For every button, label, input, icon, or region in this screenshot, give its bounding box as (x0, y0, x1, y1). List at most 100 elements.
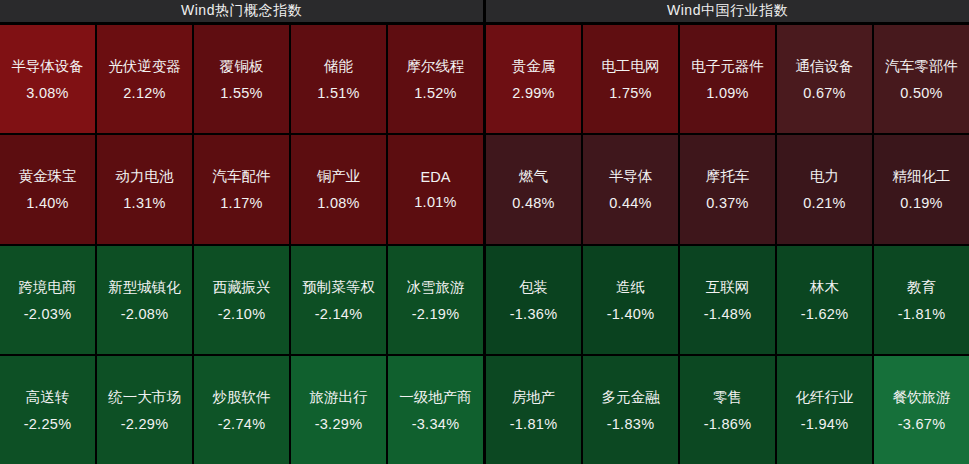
index-name: 西藏振兴 (213, 278, 271, 297)
index-name: 一级地产商 (399, 388, 472, 407)
heatmap-cell[interactable]: 餐饮旅游-3.67% (874, 356, 969, 464)
index-change: -2.14% (315, 306, 363, 322)
heatmap-cell[interactable]: 教育-1.81% (874, 246, 969, 354)
index-name: 铜产业 (317, 167, 361, 186)
heatmap-cell[interactable]: 电子元器件 1.09% (680, 25, 775, 133)
heatmap-cell[interactable]: 化纤行业-1.94% (777, 356, 872, 464)
index-name: 电子元器件 (691, 57, 764, 76)
index-name: 动力电池 (116, 167, 174, 186)
heatmap-cell[interactable]: 炒股软件 -2.74% (194, 356, 289, 464)
heatmap-cell[interactable]: 多元金融-1.83% (583, 356, 678, 464)
index-name: 化纤行业 (796, 388, 854, 407)
heatmap-cell[interactable]: 房地产 -1.81% (486, 356, 581, 464)
index-name: 高送转 (26, 388, 70, 407)
heatmap-cell[interactable]: 储能1.51% (291, 25, 386, 133)
heatmap-cell[interactable]: 冰雪旅游 -2.19% (388, 246, 483, 354)
index-name: 房地产 (512, 388, 556, 407)
index-change: 0.50% (900, 85, 943, 101)
panel-title-concept: Wind热门概念指数 (0, 0, 483, 22)
index-name: 包装 (519, 278, 548, 297)
heatmap-cell[interactable]: 覆铜板1.55% (194, 25, 289, 133)
heatmap-cell[interactable]: 燃气 0.48% (486, 135, 581, 243)
heatmap-cell[interactable]: 跨境电商-2.03% (0, 246, 95, 354)
index-change: -3.29% (315, 416, 363, 432)
index-name: 造纸 (616, 278, 645, 297)
heatmap-cell[interactable]: 预制菜等权-2.14% (291, 246, 386, 354)
index-name: 汽车配件 (213, 167, 271, 186)
heatmap-cell[interactable]: 新型城镇化 -2.08% (97, 246, 192, 354)
index-change: 1.52% (414, 85, 457, 101)
index-change: -1.86% (704, 416, 752, 432)
heatmap-cell[interactable]: 电工电网1.75% (583, 25, 678, 133)
index-name: 跨境电商 (19, 278, 77, 297)
heatmap-cell[interactable]: 西藏振兴 -2.10% (194, 246, 289, 354)
index-name: 林木 (810, 278, 839, 297)
index-change: -1.62% (801, 306, 849, 322)
index-name: 炒股软件 (213, 388, 271, 407)
index-name: 教育 (907, 278, 936, 297)
index-change: -1.48% (704, 306, 752, 322)
index-name: 旅游出行 (310, 388, 368, 407)
index-name: 精细化工 (893, 167, 951, 186)
index-change: 1.08% (317, 195, 360, 211)
index-name: 燃气 (519, 167, 548, 186)
index-change: 0.44% (609, 195, 652, 211)
heatmap-cell[interactable]: 林木 -1.62% (777, 246, 872, 354)
heatmap-cell[interactable]: 电力0.21% (777, 135, 872, 243)
heatmap-cell[interactable]: 半导体0.44% (583, 135, 678, 243)
index-name: 摩托车 (706, 167, 750, 186)
index-change: 1.31% (123, 195, 166, 211)
index-name: 统一大市场 (108, 388, 181, 407)
heatmap-cell[interactable]: 动力电池 1.31% (97, 135, 192, 243)
index-change: 1.17% (220, 195, 263, 211)
heatmap-cell[interactable]: 光伏逆变器 2.12% (97, 25, 192, 133)
concept-heatmap-grid: 半导体设备3.08% 光伏逆变器 2.12% 覆铜板1.55%储能1.51% 摩尔线程 1… (0, 25, 483, 464)
index-change: -3.34% (412, 416, 460, 432)
index-change: -2.29% (121, 416, 169, 432)
index-name: 半导体设备 (11, 57, 84, 76)
index-change: 1.75% (609, 85, 652, 101)
index-name: 汽车零部件 (885, 57, 958, 76)
heatmap-cell[interactable]: 高送转 -2.25% (0, 356, 95, 464)
index-name: 新型城镇化 (108, 278, 181, 297)
index-change: 0.67% (803, 85, 846, 101)
index-name: 冰雪旅游 (407, 278, 465, 297)
heatmap-cell[interactable]: 汽车零部件 0.50% (874, 25, 969, 133)
heatmap-cell[interactable]: 包装-1.36% (486, 246, 581, 354)
heatmap-cell[interactable]: 造纸-1.40% (583, 246, 678, 354)
heatmap-cell[interactable]: 半导体设备3.08% (0, 25, 95, 133)
heatmap-cell[interactable]: 通信设备 0.67% (777, 25, 872, 133)
index-change: -2.74% (218, 416, 266, 432)
heatmap-cell[interactable]: 铜产业 1.08% (291, 135, 386, 243)
index-change: 1.55% (220, 85, 263, 101)
heatmap-cell[interactable]: 贵金属2.99% (486, 25, 581, 133)
index-change: -2.10% (218, 306, 266, 322)
index-change: -2.19% (412, 306, 460, 322)
panel-industry-indices: Wind中国行业指数 贵金属2.99%电工电网1.75%电子元器件1.09%通信… (486, 0, 969, 464)
heatmap-cell[interactable]: 零售-1.86% (680, 356, 775, 464)
index-change: 2.12% (123, 85, 166, 101)
heatmap-cell[interactable]: 互联网-1.48% (680, 246, 775, 354)
index-change: 0.21% (803, 195, 846, 211)
heatmap-cell[interactable]: 黄金珠宝1.40% (0, 135, 95, 243)
index-change: 1.51% (317, 85, 360, 101)
index-name: 光伏逆变器 (108, 57, 181, 76)
heatmap-cell[interactable]: 统一大市场 -2.29% (97, 356, 192, 464)
heatmap-cell[interactable]: 一级地产商 -3.34% (388, 356, 483, 464)
heatmap-cell[interactable]: 旅游出行 -3.29% (291, 356, 386, 464)
index-change: -2.08% (121, 306, 169, 322)
heatmap-cell[interactable]: 汽车配件 1.17% (194, 135, 289, 243)
heatmap-cell[interactable]: EDA1.01% (388, 135, 483, 243)
index-name: 摩尔线程 (407, 57, 465, 76)
index-change: -1.81% (510, 416, 558, 432)
index-name: EDA (421, 169, 451, 185)
heatmap-cell[interactable]: 精细化工0.19% (874, 135, 969, 243)
heatmap-cell[interactable]: 摩托车0.37% (680, 135, 775, 243)
index-change: 0.48% (512, 195, 555, 211)
heatmap-cell[interactable]: 摩尔线程 1.52% (388, 25, 483, 133)
index-heatmap: Wind热门概念指数 半导体设备3.08% 光伏逆变器 2.12% 覆铜板1.55%储… (0, 0, 969, 464)
index-name: 通信设备 (796, 57, 854, 76)
index-change: 1.09% (706, 85, 749, 101)
index-change: -2.25% (24, 416, 72, 432)
panel-concept-indices: Wind热门概念指数 半导体设备3.08% 光伏逆变器 2.12% 覆铜板1.55%储… (0, 0, 483, 464)
